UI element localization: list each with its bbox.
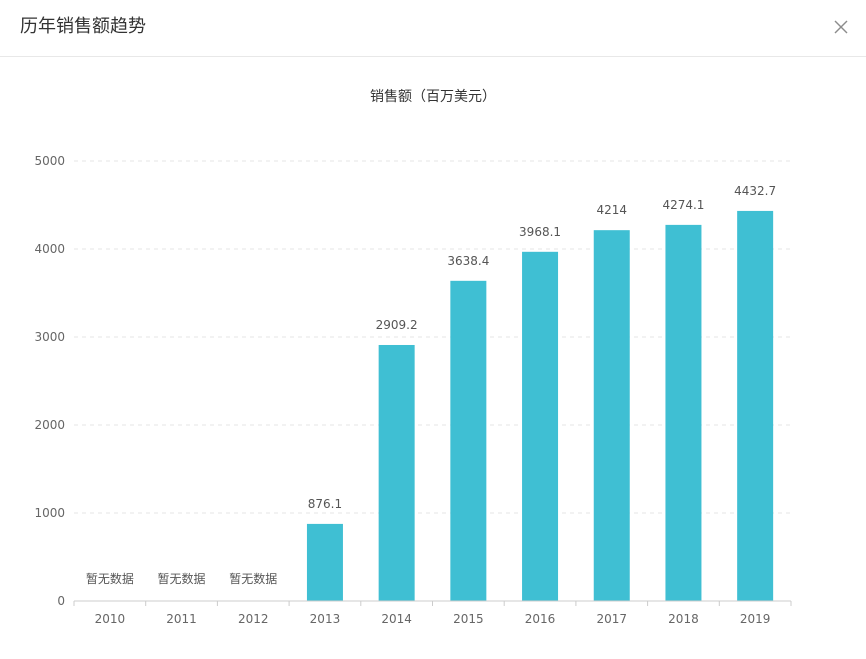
close-icon[interactable]	[832, 18, 850, 36]
data-label: 3968.1	[519, 225, 561, 239]
y-tick-label: 3000	[34, 330, 65, 344]
chart-area: 销售额（百万美元） 0 1000 2000 3000 4000 5000 暂无数据 暂无数据…	[0, 57, 866, 655]
bar	[665, 224, 702, 601]
x-tick-label: 2010	[95, 612, 126, 626]
modal-header: 历年销售额趋势	[0, 0, 866, 57]
x-tick-label: 2011	[166, 612, 197, 626]
y-tick-label: 1000	[34, 506, 65, 520]
data-label: 876.1	[308, 497, 342, 511]
data-labels: 暂无数据 暂无数据 暂无数据 876.1 2909.2 3638.4 3968.1 4214 4…	[86, 184, 776, 586]
close-button[interactable]	[832, 18, 850, 36]
no-data-label: 暂无数据	[86, 571, 134, 586]
x-tick-label: 2019	[740, 612, 771, 626]
y-tick-label: 0	[57, 594, 65, 608]
no-data-label: 暂无数据	[158, 571, 206, 586]
data-label: 4274.1	[662, 198, 704, 212]
no-data-label: 暂无数据	[229, 571, 277, 586]
y-tick-label: 5000	[34, 154, 65, 168]
bar	[593, 230, 630, 601]
x-tick-label: 2014	[381, 612, 412, 626]
y-tick-label: 4000	[34, 242, 65, 256]
modal-title: 历年销售额趋势	[20, 16, 146, 37]
x-tick-label: 2016	[525, 612, 556, 626]
x-axis: 2010 2011 2012 2013 2014 2015 2016 2017 2018 2019	[73, 600, 792, 626]
bar	[737, 210, 774, 601]
bar	[378, 344, 415, 601]
y-axis: 0 1000 2000 3000 4000 5000	[34, 154, 65, 608]
data-label: 4214	[596, 203, 627, 217]
chart-title: 销售额（百万美元）	[370, 89, 496, 105]
data-label: 3638.4	[447, 254, 489, 268]
bars	[306, 210, 774, 602]
bar	[450, 280, 487, 601]
x-tick-label: 2013	[310, 612, 341, 626]
data-label: 2909.2	[376, 318, 418, 332]
data-label: 4432.7	[734, 184, 776, 198]
x-tick-label: 2012	[238, 612, 269, 626]
x-tick-label: 2017	[596, 612, 627, 626]
x-tick-label: 2015	[453, 612, 484, 626]
x-tick-label: 2018	[668, 612, 699, 626]
y-tick-label: 2000	[34, 418, 65, 432]
bar	[306, 523, 343, 601]
bar	[522, 251, 559, 602]
